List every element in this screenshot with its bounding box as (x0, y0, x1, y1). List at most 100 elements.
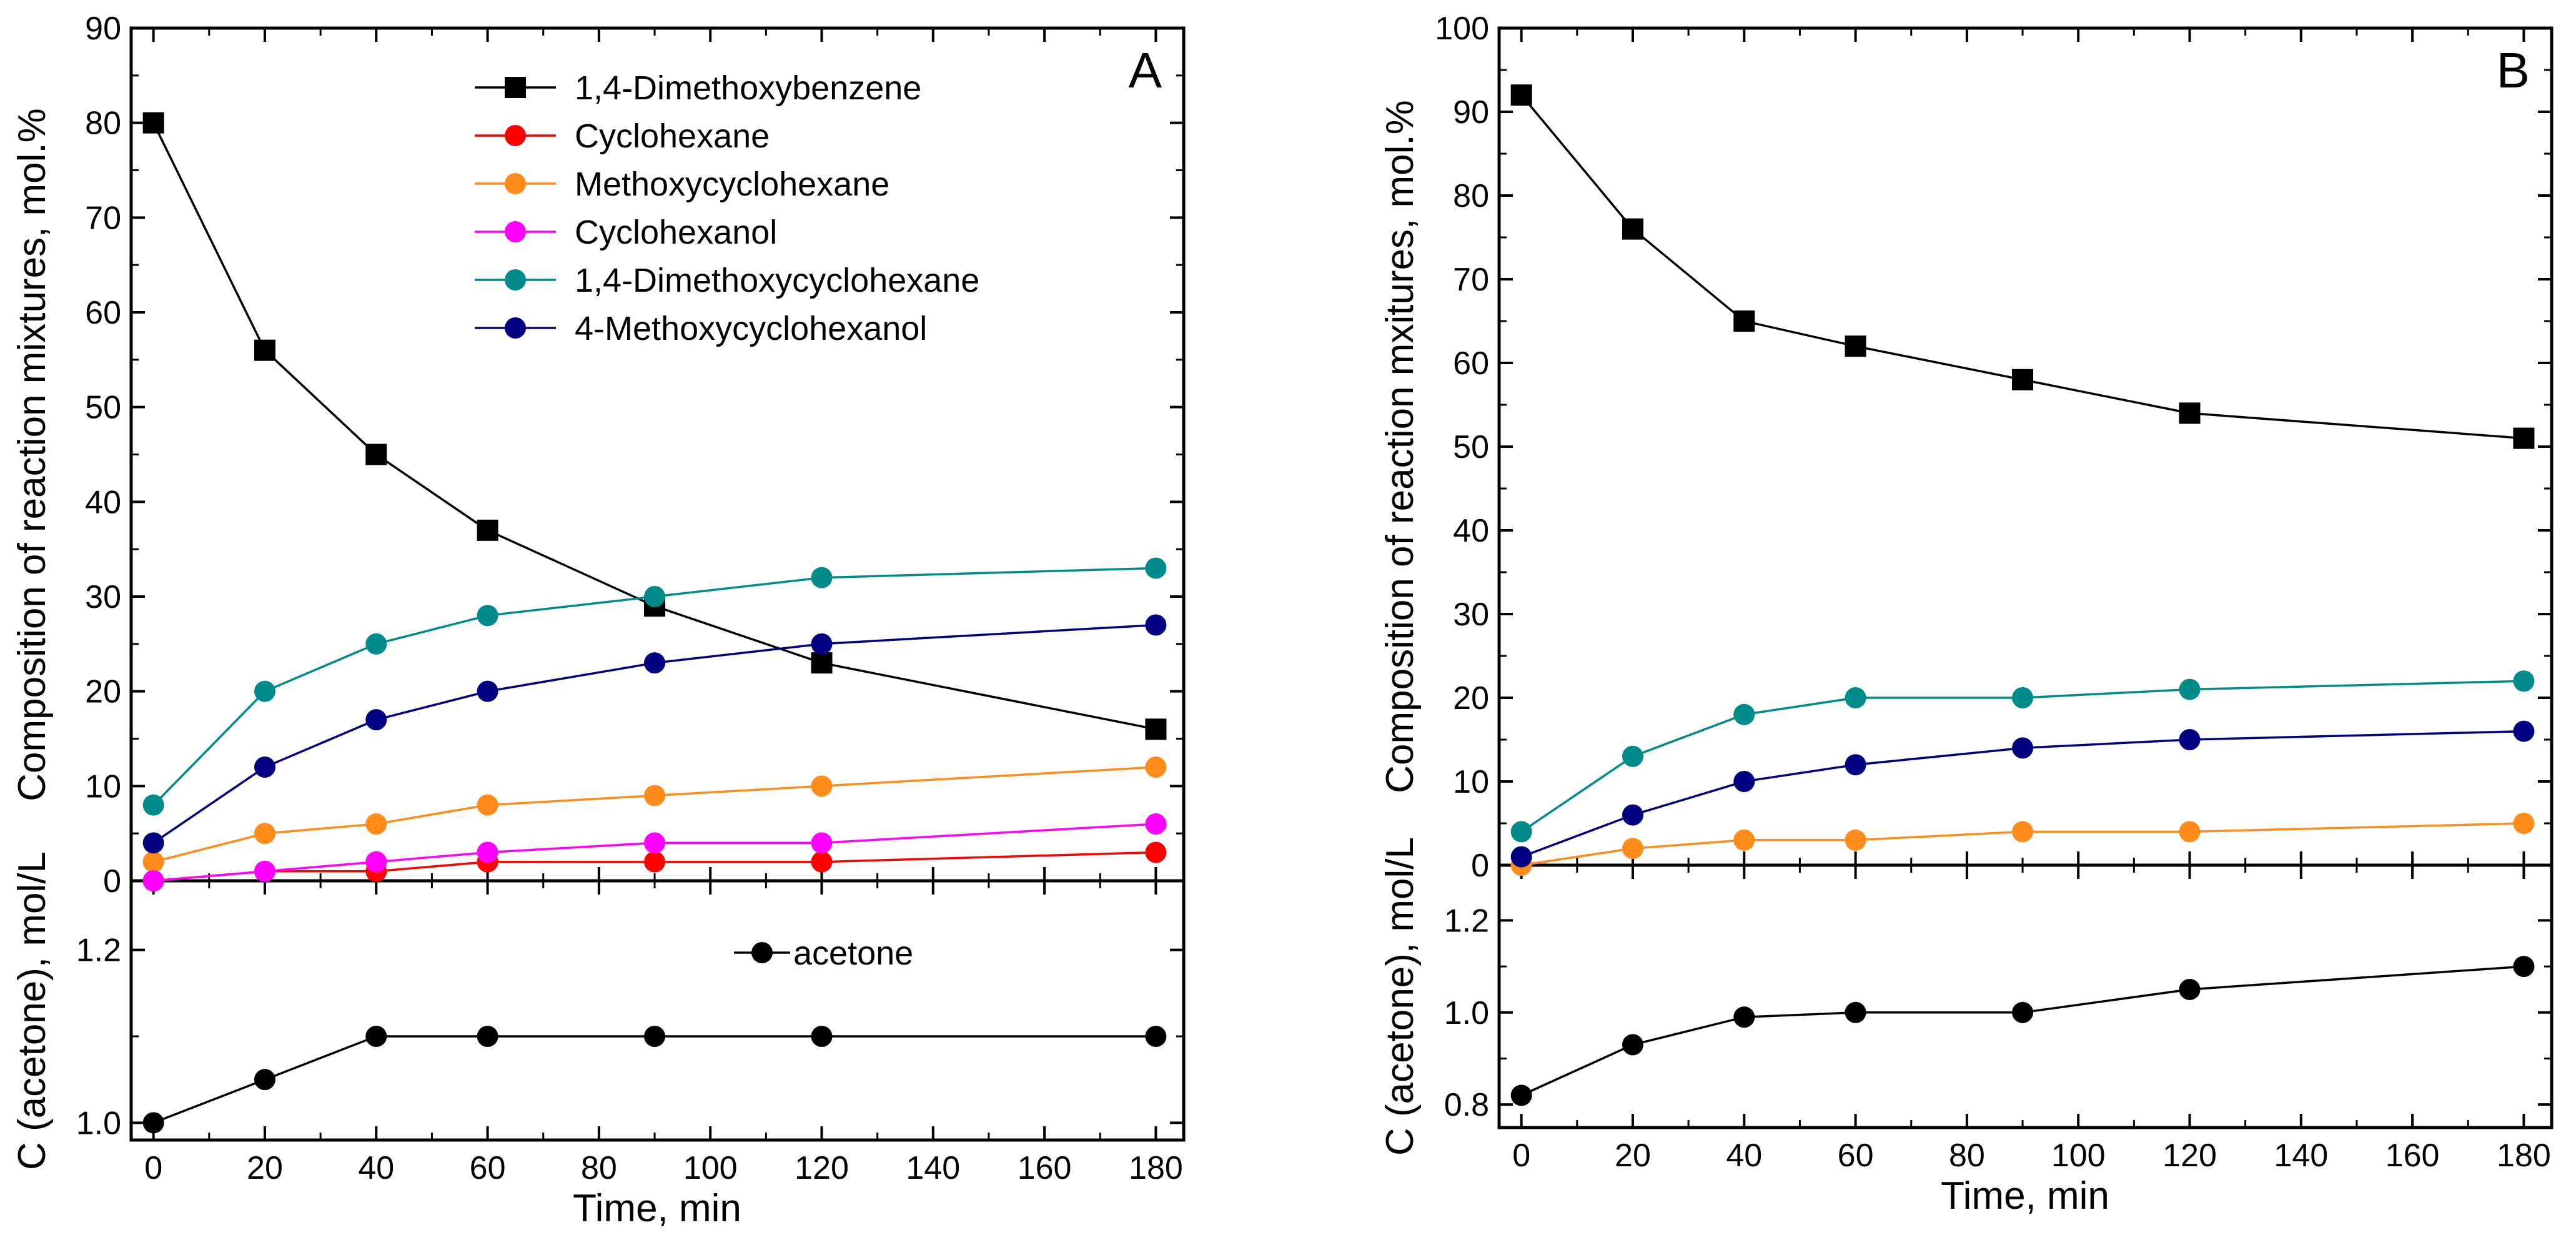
panel-b-top-data-point-3-5 (2179, 729, 2201, 750)
panel-b-xtick-label: 120 (2162, 1138, 2217, 1174)
legend-marker-1 (505, 125, 526, 146)
panel-b-xtick-label: 180 (2497, 1138, 2551, 1174)
panel-b-xtick-label: 20 (1615, 1138, 1651, 1174)
panel-b-top-data-point-0-4 (2012, 369, 2034, 390)
panel-a-xtick-label: 20 (247, 1150, 283, 1186)
panel-a-top-data-point-2-3 (477, 794, 498, 816)
panel-a-top-data-point-0-3 (477, 519, 498, 541)
panel-b-letter: B (2497, 42, 2530, 98)
panel-b-top-data-point-3-1 (1622, 804, 1643, 826)
panel-b-bottom-ytick-label: 1.2 (1444, 903, 1489, 939)
panel-a-top-data-point-4-2 (365, 633, 387, 655)
panel-b-bottom-data-point-0-3 (1845, 1001, 1866, 1023)
panel-a-top-data-point-5-6 (1145, 614, 1167, 636)
panel-a-xtick-label: 0 (144, 1150, 162, 1186)
legend-label-1: Cyclohexane (575, 117, 770, 155)
panel-b-xtick-label: 80 (1949, 1138, 1985, 1174)
panel-b-top-data-point-2-1 (1622, 745, 1643, 767)
panel-a-top-data-point-3-2 (365, 851, 387, 873)
panel-a-top-data-point-4-0 (142, 794, 164, 816)
legend-marker-5 (505, 317, 526, 339)
panel-b-xlabel: Time, min (1941, 1174, 2109, 1218)
panel-a-top-ytick-label: 80 (85, 106, 121, 142)
panel-a-top-data-point-4-3 (477, 605, 498, 627)
panel-b-top-data-point-3-3 (1845, 754, 1866, 776)
panel-a-top-ytick-label: 10 (85, 768, 121, 805)
panel-a-xtick-label: 180 (1129, 1150, 1183, 1186)
panel-a-top-data-point-5-3 (477, 680, 498, 702)
panel-b-bottom-ytick-label: 1.0 (1444, 995, 1489, 1031)
panel-a-top-data-point-5-5 (811, 633, 833, 655)
panel-b-top-data-point-1-1 (1622, 838, 1643, 860)
panel-b-xtick-label: 100 (2051, 1138, 2106, 1174)
panel-b-top-data-point-1-6 (2513, 813, 2535, 834)
panel-b-top-data-point-3-2 (1733, 771, 1755, 792)
legend-label-5: 4-Methoxycyclohexanol (575, 310, 927, 347)
panel-b-top-data-point-2-2 (1733, 703, 1755, 725)
legend-label-2: Methoxycyclohexane (575, 166, 889, 203)
panel-b-top-data-point-0-5 (2179, 402, 2201, 424)
panel-a-bottom-ylabel: C (acetone), mol/L (11, 851, 54, 1170)
panel-b-xtick-label: 160 (2385, 1138, 2440, 1174)
panel-b-top-data-point-0-0 (1510, 84, 1532, 106)
panel-b-xtick-label: 60 (1838, 1138, 1874, 1174)
panel-a-top-data-point-3-4 (644, 832, 666, 854)
legend-marker-0 (505, 77, 526, 98)
legend-label-4: 1,4-Dimethoxycyclohexane (575, 262, 979, 299)
panel-a-top-ytick-label: 0 (103, 863, 121, 900)
legend-marker-3 (505, 221, 526, 242)
panel-a-top-data-point-1-6 (1145, 841, 1167, 863)
panel-b-bottom-data-point-0-0 (1510, 1084, 1532, 1106)
panel-a-bottom-data-point-0-1 (254, 1069, 275, 1091)
panel-a-top-ytick-label: 60 (85, 295, 121, 331)
panel-a-bottom-data-point-0-4 (644, 1026, 666, 1047)
panel-a-bottom-data-point-0-2 (365, 1026, 387, 1047)
panel-a-xlabel: Time, min (573, 1187, 741, 1230)
panel-a-top-ylabel: Composition of reaction mixtures, mol.% (11, 108, 54, 801)
panel-b-top-data-point-2-4 (2012, 687, 2034, 708)
panel-a-top-data-point-2-5 (811, 775, 833, 797)
panel-b-top-ytick-label: 80 (1453, 178, 1489, 214)
panel-a-xtick-label: 40 (358, 1150, 394, 1186)
panel-b-bottom-frame (1497, 863, 2554, 1129)
panel-b-bottom-data-point-0-1 (1622, 1034, 1643, 1056)
panel-a-top-ticks: 0 10 20 30 40 50 60 70 80 90 (85, 11, 1184, 900)
panel-b-xtick-label: 140 (2274, 1138, 2328, 1174)
panel-a-top-data-point-2-0 (142, 851, 164, 873)
legend-marker-4 (505, 269, 526, 290)
panel-a-top-data-point-2-1 (254, 823, 275, 845)
panel-a-xtick-label: 140 (906, 1150, 960, 1186)
panel-a-xtick-label: 160 (1018, 1150, 1072, 1186)
panel-a-xtick-label: 60 (470, 1150, 506, 1186)
panel-b-top-data-point-0-3 (1845, 335, 1866, 357)
panel-a-top-data-point-4-1 (254, 680, 275, 702)
panel-a-top-ytick-label: 50 (85, 390, 121, 426)
panel-b-xtick-label: 40 (1726, 1138, 1762, 1174)
panel-b-top-data-point-1-3 (1845, 829, 1866, 851)
panel-a-top-data-point-5-1 (254, 756, 275, 778)
panel-a-bottom-ticks: 1.0 1.2 0 20 40 60 80 100 120 140 160 180 (76, 881, 1184, 1186)
panel-a-top-data-point-2-2 (365, 813, 387, 835)
panel-b-top-ytick-label: 60 (1453, 345, 1489, 382)
panel-b-top-ytick-label: 0 (1471, 848, 1489, 884)
panel-b-top-data-point-0-2 (1733, 310, 1755, 332)
panel-a-xtick-label: 80 (581, 1150, 617, 1186)
panel-b-top-series (1510, 84, 2535, 876)
panel-a-top-data-point-3-6 (1145, 813, 1167, 835)
panel-a-bottom-data-point-0-0 (142, 1112, 164, 1134)
panel-a-top-data-point-1-5 (811, 851, 833, 873)
panel-a-top-data-point-0-5 (811, 652, 833, 674)
panel-b-top-data-point-1-5 (2179, 821, 2201, 843)
panel-b-top-ytick-label: 100 (1435, 11, 1489, 47)
panel-a-top-data-point-4-5 (811, 567, 833, 588)
panel-a-top-data-point-1-4 (644, 851, 666, 873)
panel-b-top-ticks: 0 10 20 30 40 50 60 70 80 90 100 (1435, 11, 2552, 884)
legend-label-0: 1,4-Dimethoxybenzene (575, 69, 921, 107)
panel-a-top-data-point-5-2 (365, 709, 387, 731)
panel-a-bottom-data-point-0-6 (1145, 1026, 1167, 1047)
panel-b-bottom-data-point-0-2 (1733, 1006, 1755, 1028)
panel-b-top-data-point-1-4 (2012, 821, 2034, 843)
panel-a-top-data-point-0-6 (1145, 718, 1167, 740)
panel-a-top-series (142, 112, 1167, 891)
